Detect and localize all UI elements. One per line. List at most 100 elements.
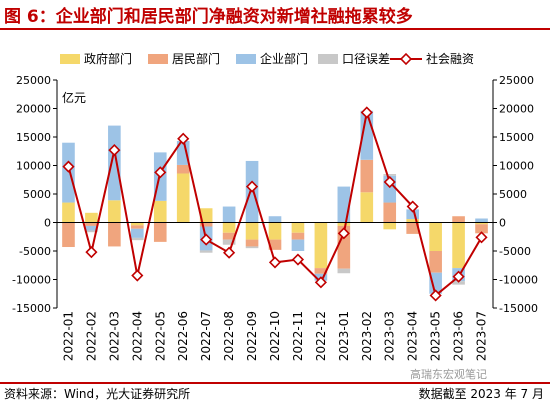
bar-segment	[383, 202, 397, 223]
y-tick-label-right: 15000	[499, 131, 534, 144]
bar-segment	[475, 218, 488, 223]
bar-segment	[429, 251, 442, 273]
bar-segment	[85, 225, 98, 231]
legend-label: 政府部门	[84, 51, 132, 66]
y-tick-label-left: 25000	[16, 74, 51, 87]
bar-segment	[85, 230, 98, 233]
bar-segment	[452, 222, 465, 269]
legend-label: 企业部门	[260, 51, 308, 66]
bar-segment	[268, 239, 282, 250]
bar-segment	[406, 209, 419, 220]
bar-segment	[475, 222, 488, 225]
x-tick-label: 2022-05	[153, 311, 167, 361]
bar-segment	[452, 216, 465, 223]
legend-label: 口径误差	[342, 52, 390, 66]
x-tick-label: 2023-02	[360, 311, 374, 361]
x-tick-label: 2022-08	[222, 311, 236, 361]
line-marker	[291, 253, 305, 266]
axes: -15000 -15000 -10000 -10000 -5000 -5000 0 0 5000…	[12, 74, 538, 361]
legend-label: 社会融资	[426, 51, 474, 66]
x-tick-label: 2023-05	[429, 311, 443, 361]
x-tick-label: 2022-10	[268, 311, 282, 361]
y-tick-label-right: 0	[499, 217, 506, 230]
bar-segment	[108, 222, 121, 247]
bar-segment	[429, 222, 442, 251]
y-tick-label-right: -5000	[499, 245, 531, 258]
line-marker	[360, 106, 373, 119]
bar-segment	[429, 272, 442, 294]
bar-segment	[131, 225, 144, 229]
bar-segment	[153, 200, 167, 223]
line-marker	[223, 246, 236, 259]
y-tick-label-right: 25000	[499, 74, 534, 87]
source-note: 资料来源：Wind，光大证券研究所	[4, 387, 191, 401]
bar-segment	[245, 222, 259, 240]
bar-segment	[222, 239, 236, 245]
bar-segment	[131, 228, 144, 238]
bar-segment	[108, 200, 121, 223]
bar-segment	[62, 202, 75, 223]
line-marker	[108, 144, 121, 157]
x-tick-label: 2022-01	[61, 311, 75, 361]
y-tick-label-right: 10000	[499, 160, 534, 173]
y-tick-label-left: 20000	[16, 103, 51, 116]
bar-segment	[475, 224, 488, 234]
bar-segment	[199, 250, 213, 253]
y-tick-label-right: -15000	[499, 302, 538, 315]
bar-segment	[131, 237, 144, 241]
x-tick-label: 2022-07	[199, 311, 213, 361]
line-marker	[383, 175, 396, 189]
bar-segment	[245, 239, 259, 247]
bar-segment	[199, 222, 213, 227]
line-marker	[429, 289, 442, 302]
line-marker	[406, 200, 419, 213]
line-marker	[177, 132, 190, 145]
y-tick-label-left: 10000	[16, 160, 51, 173]
date-note: 数据截至 2023 年 7 月	[418, 387, 544, 401]
legend-marker	[399, 52, 413, 66]
line-marker	[268, 256, 282, 269]
bar-segment	[291, 222, 305, 233]
bar-segment	[199, 208, 213, 223]
bar-segment	[383, 174, 397, 176]
bar-segment	[222, 222, 236, 233]
bar-segment	[406, 219, 419, 223]
line-marker	[475, 231, 488, 244]
x-tick-label: 2023-06	[452, 311, 466, 361]
line-marker	[131, 269, 144, 282]
x-tick-label: 2022-02	[84, 311, 98, 361]
bar-segment	[360, 159, 374, 193]
y-tick-label-left: 0	[44, 217, 51, 230]
y-tick-label-left: -10000	[12, 274, 51, 287]
legend: 政府部门 居民部门 企业部门 口径误差 社会融资	[60, 51, 474, 66]
x-tick-label: 2022-06	[176, 311, 190, 361]
chart-title: 图 6：企业部门和居民部门净融资对新增社融拖累较多	[4, 7, 413, 27]
bar-segment	[337, 186, 351, 223]
bar-segment	[452, 281, 465, 285]
line-marker	[452, 270, 465, 283]
bar-segment	[176, 164, 190, 174]
line-marker	[337, 227, 350, 240]
bar-segment	[291, 232, 305, 240]
bar-segment	[268, 222, 282, 240]
x-tick-label: 2022-04	[130, 311, 144, 361]
x-tick-label: 2023-03	[383, 311, 397, 361]
x-tick-label: 2022-03	[107, 311, 121, 361]
y-tick-label-left: -5000	[19, 245, 51, 258]
bar-segment	[291, 239, 305, 251]
line-marker	[154, 166, 167, 179]
bar-segment	[406, 222, 419, 234]
title-rule	[0, 28, 550, 30]
line-marker	[85, 246, 98, 259]
x-tick-label: 2022-12	[314, 311, 328, 361]
y-tick-label-right: -10000	[499, 274, 538, 287]
bar-segment	[85, 212, 98, 223]
bar-segment	[360, 192, 374, 223]
bar-segment	[337, 222, 351, 226]
bar-segment	[108, 125, 121, 201]
footer-rule	[0, 382, 550, 384]
legend-label: 居民部门	[172, 51, 220, 66]
bar-segment	[337, 225, 351, 269]
legend-swatch	[60, 54, 80, 64]
watermark: 高瑞东宏观笔记	[410, 368, 487, 381]
